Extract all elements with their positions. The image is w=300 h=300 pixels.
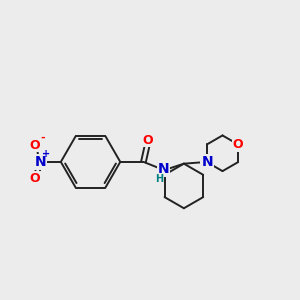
Text: H: H <box>155 174 164 184</box>
Text: N: N <box>158 162 170 176</box>
Text: -: - <box>40 133 45 142</box>
Text: N: N <box>201 155 213 169</box>
Text: O: O <box>29 139 40 152</box>
Text: N: N <box>35 155 46 169</box>
Text: O: O <box>232 138 243 151</box>
Text: O: O <box>29 172 40 185</box>
Text: O: O <box>142 134 153 147</box>
Text: +: + <box>42 149 50 159</box>
